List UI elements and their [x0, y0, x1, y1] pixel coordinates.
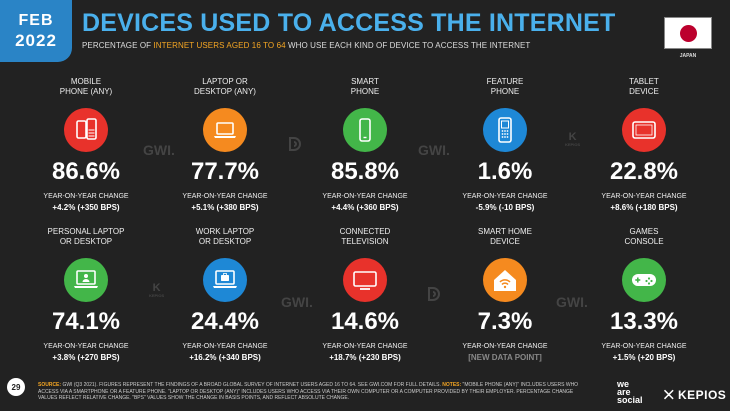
source-note: SOURCE: GWI (Q3 2021). FIGURES REPRESENT… — [38, 382, 579, 401]
tile-label: SMART HOME DEVICE — [478, 227, 532, 246]
television-icon — [343, 258, 387, 302]
mobile-phones-icon — [64, 108, 108, 152]
tile-value: 24.4% — [190, 308, 260, 335]
yoy-label: YEAR-ON-YEAR CHANGE — [182, 343, 268, 350]
datareportal-watermark-icon — [289, 137, 301, 151]
tile-feature-phone: FEATURE PHONE 1.6% YEAR-ON-YEAR CHANGE -5… — [450, 77, 560, 213]
yoy-value: +4.4% (+360 BPS) — [331, 203, 399, 212]
tile-label: GAMES CONSOLE — [624, 227, 664, 246]
tile-value: 85.8% — [330, 158, 400, 185]
tile-value: 14.6% — [330, 308, 400, 335]
yoy-value: [NEW DATA POINT] — [468, 353, 542, 362]
tile-smartphone: SMART PHONE 85.8% YEAR-ON-YEAR CHANGE +4.… — [310, 77, 420, 213]
smartphone-icon — [343, 108, 387, 152]
tile-value: 22.8% — [609, 158, 679, 185]
laptop-icon — [203, 108, 247, 152]
tile-label: WORK LAPTOP OR DESKTOP — [195, 227, 255, 246]
yoy-value: +3.8% (+270 BPS) — [52, 353, 120, 362]
date-badge: FEB 2022 — [0, 0, 72, 62]
tile-connected-tv: CONNECTED TELEVISION 14.6% YEAR-ON-YEAR C… — [310, 227, 420, 363]
tile-work-computer: WORK LAPTOP OR DESKTOP 24.4% YEAR-ON-YEAR… — [170, 227, 280, 363]
date-year: 2022 — [15, 31, 57, 50]
datareportal-watermark-icon — [428, 287, 440, 301]
kepios-watermark-icon: K KEPIOS — [149, 282, 165, 298]
tile-value: 86.6% — [51, 158, 121, 185]
gwi-watermark: GWI. — [143, 142, 175, 158]
tile-label: CONNECTED TELEVISION — [339, 227, 391, 246]
tile-mobile-phone: MOBILE PHONE (ANY) 86.6% YEAR-ON-YEAR CHA… — [31, 77, 141, 213]
japan-flag-icon — [664, 17, 712, 49]
tile-label: TABLET DEVICE — [629, 77, 659, 96]
yoy-label: YEAR-ON-YEAR CHANGE — [322, 193, 408, 200]
gwi-watermark: GWI. — [418, 142, 450, 158]
yoy-value: +4.2% (+350 BPS) — [52, 203, 120, 212]
gamepad-icon — [622, 258, 666, 302]
page-number: 29 — [7, 378, 25, 396]
yoy-value: +5.1% (+380 BPS) — [191, 203, 259, 212]
yoy-label: YEAR-ON-YEAR CHANGE — [601, 193, 687, 200]
yoy-label: YEAR-ON-YEAR CHANGE — [462, 343, 548, 350]
country-label: JAPAN — [679, 53, 697, 59]
tile-games-console: GAMES CONSOLE 13.3% YEAR-ON-YEAR CHANGE +… — [589, 227, 699, 363]
tile-tablet: TABLET DEVICE 22.8% YEAR-ON-YEAR CHANGE +… — [589, 77, 699, 213]
tile-label: PERSONAL LAPTOP OR DESKTOP — [47, 227, 125, 246]
tile-laptop-desktop: LAPTOP OR DESKTOP (ANY) 77.7% YEAR-ON-YEA… — [170, 77, 280, 213]
feature-phone-icon — [483, 108, 527, 152]
tile-smart-home: SMART HOME DEVICE 7.3% YEAR-ON-YEAR CHANG… — [450, 227, 560, 363]
personal-computer-icon — [64, 258, 108, 302]
gwi-watermark: GWI. — [281, 294, 313, 310]
tablet-icon — [622, 108, 666, 152]
tile-label: FEATURE PHONE — [486, 77, 524, 96]
smart-home-icon — [483, 258, 527, 302]
yoy-value: +8.6% (+180 BPS) — [610, 203, 678, 212]
yoy-label: YEAR-ON-YEAR CHANGE — [182, 193, 268, 200]
page-subtitle: PERCENTAGE OF INTERNET USERS AGED 16 TO … — [82, 41, 531, 50]
work-computer-icon — [203, 258, 247, 302]
yoy-label: YEAR-ON-YEAR CHANGE — [43, 193, 129, 200]
yoy-value: +1.5% (+20 BPS) — [612, 353, 676, 362]
tile-value: 7.3% — [477, 308, 533, 335]
gwi-watermark: GWI. — [556, 294, 588, 310]
tile-value: 74.1% — [51, 308, 121, 335]
date-month: FEB — [18, 12, 54, 29]
tile-value: 1.6% — [477, 158, 533, 185]
yoy-label: YEAR-ON-YEAR CHANGE — [462, 193, 548, 200]
page-title: DEVICES USED TO ACCESS THE INTERNET — [82, 9, 616, 37]
we-are-social-logo: we are social — [617, 379, 643, 405]
yoy-value: +18.7% (+230 BPS) — [329, 353, 401, 362]
kepios-watermark-icon: K KEPIOS — [565, 131, 581, 147]
yoy-value: -5.9% (-10 BPS) — [475, 203, 535, 212]
footer: 29 SOURCE: GWI (Q3 2021). FIGURES REPRES… — [0, 374, 730, 411]
tile-value: 13.3% — [609, 308, 679, 335]
yoy-label: YEAR-ON-YEAR CHANGE — [322, 343, 408, 350]
tile-personal-computer: PERSONAL LAPTOP OR DESKTOP 74.1% YEAR-ON-… — [31, 227, 141, 363]
tile-label: SMART PHONE — [350, 77, 380, 96]
tile-value: 77.7% — [190, 158, 260, 185]
kepios-logo: ⨉ KEPIOS — [664, 388, 727, 402]
yoy-label: YEAR-ON-YEAR CHANGE — [43, 343, 129, 350]
yoy-value: +16.2% (+340 BPS) — [189, 353, 261, 362]
yoy-label: YEAR-ON-YEAR CHANGE — [601, 343, 687, 350]
tile-label: LAPTOP OR DESKTOP (ANY) — [194, 77, 256, 96]
tile-label: MOBILE PHONE (ANY) — [59, 77, 113, 96]
